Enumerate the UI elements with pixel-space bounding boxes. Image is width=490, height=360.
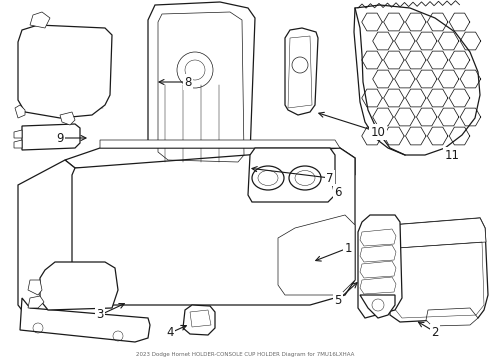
Polygon shape bbox=[285, 28, 318, 115]
Text: 2023 Dodge Hornet HOLDER-CONSOLE CUP HOLDER Diagram for 7MU16LXHAA: 2023 Dodge Hornet HOLDER-CONSOLE CUP HOL… bbox=[136, 352, 354, 357]
Polygon shape bbox=[14, 130, 22, 138]
Polygon shape bbox=[72, 148, 355, 305]
Text: 1: 1 bbox=[344, 242, 352, 255]
Polygon shape bbox=[18, 160, 80, 318]
Polygon shape bbox=[388, 218, 488, 322]
Polygon shape bbox=[390, 218, 486, 248]
Polygon shape bbox=[360, 245, 396, 262]
Polygon shape bbox=[14, 140, 22, 148]
Text: 8: 8 bbox=[184, 76, 192, 89]
Polygon shape bbox=[18, 25, 112, 118]
Polygon shape bbox=[28, 280, 42, 295]
Polygon shape bbox=[360, 261, 396, 278]
Polygon shape bbox=[60, 112, 75, 125]
Polygon shape bbox=[360, 277, 396, 294]
Text: 11: 11 bbox=[444, 149, 460, 162]
Text: 10: 10 bbox=[370, 126, 386, 139]
Polygon shape bbox=[354, 5, 480, 155]
Polygon shape bbox=[278, 215, 355, 295]
Polygon shape bbox=[148, 2, 255, 172]
Polygon shape bbox=[183, 305, 215, 335]
Text: 3: 3 bbox=[97, 309, 104, 321]
Polygon shape bbox=[22, 124, 80, 150]
Text: 5: 5 bbox=[334, 293, 342, 306]
Text: 6: 6 bbox=[334, 185, 342, 198]
Text: 4: 4 bbox=[166, 327, 174, 339]
Polygon shape bbox=[28, 296, 44, 308]
Polygon shape bbox=[100, 140, 340, 148]
Text: 7: 7 bbox=[326, 171, 334, 185]
Polygon shape bbox=[20, 298, 150, 342]
Polygon shape bbox=[248, 148, 335, 202]
Polygon shape bbox=[358, 215, 402, 318]
Polygon shape bbox=[40, 262, 118, 310]
Polygon shape bbox=[15, 105, 25, 118]
Polygon shape bbox=[426, 308, 478, 326]
Text: 9: 9 bbox=[56, 131, 64, 144]
Polygon shape bbox=[65, 148, 355, 175]
Text: 2: 2 bbox=[431, 325, 439, 338]
Polygon shape bbox=[360, 229, 396, 246]
Polygon shape bbox=[30, 12, 50, 28]
Polygon shape bbox=[360, 295, 395, 318]
